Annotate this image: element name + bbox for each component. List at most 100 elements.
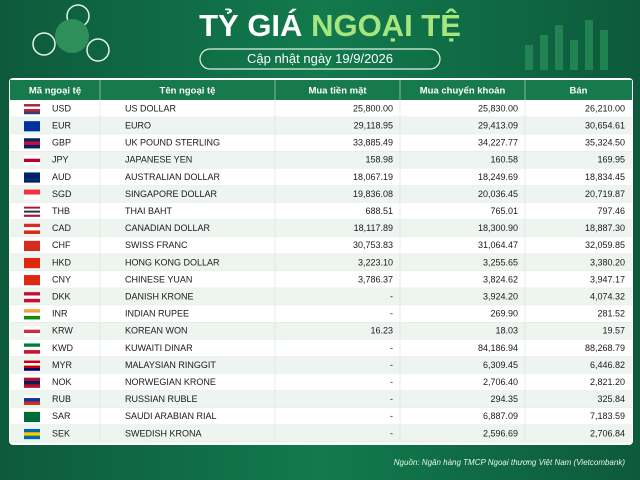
cell-number: - [390, 377, 393, 387]
cell-text: DKK [52, 292, 71, 302]
cell-number: 25,830.00 [478, 103, 518, 113]
flag [24, 208, 40, 211]
cell-text: AUSTRALIAN DOLLAR [125, 172, 221, 182]
flag [24, 212, 40, 215]
cell-number: 6,309.45 [483, 360, 518, 370]
flag [24, 227, 40, 231]
cell-number: 3,255.65 [483, 257, 518, 267]
cell-text: KUWAITI DINAR [125, 343, 193, 353]
cell-number: 294.35 [490, 394, 518, 404]
cell-number: 158.98 [365, 155, 393, 165]
flag [24, 111, 40, 115]
flag [24, 350, 40, 354]
flag [24, 428, 40, 433]
cell-text: CNY [52, 274, 71, 284]
cell-text: US DOLLAR [125, 103, 177, 113]
cell-number: 34,227.77 [478, 138, 518, 148]
cell-number: 169.95 [597, 155, 625, 165]
flag [24, 292, 40, 296]
cell-number: - [390, 394, 393, 404]
cell-number: 88,268.79 [585, 343, 625, 353]
cell-number: 6,887.09 [483, 411, 518, 421]
flag [24, 138, 40, 142]
title: TỶ GIÁ NGOẠI TỆ [199, 7, 461, 43]
row-bg [10, 373, 632, 391]
cell-text: THAI BAHT [125, 206, 173, 216]
cell-number: 688.51 [365, 206, 393, 216]
flag [24, 326, 40, 330]
flag [24, 245, 40, 252]
cell-number: 18,300.90 [478, 223, 518, 233]
cell-text: CHF [52, 240, 71, 250]
cell-number: 19.57 [602, 326, 625, 336]
cell-number: 18,834.45 [585, 172, 625, 182]
cell-number: 3,223.10 [358, 257, 393, 267]
row-bg [10, 236, 632, 254]
cell-text: THB [52, 206, 70, 216]
flag [24, 106, 40, 110]
flag [24, 210, 40, 213]
flag [24, 230, 40, 234]
flag [24, 172, 40, 176]
flag [24, 365, 40, 369]
flag [24, 435, 40, 440]
flag [24, 121, 40, 125]
flag [24, 155, 40, 159]
cell-text: CHINESE YUAN [125, 274, 192, 284]
cell-text: INR [52, 309, 68, 319]
row-bg [10, 271, 632, 289]
cell-number: 35,324.50 [585, 138, 625, 148]
row-bg [10, 202, 632, 220]
cell-number: 269.90 [490, 309, 518, 319]
cell-number: 18,249.69 [478, 172, 518, 182]
row-bg [10, 390, 632, 408]
flag [24, 333, 40, 337]
flag [24, 401, 40, 405]
cell-text: SGD [52, 189, 72, 199]
cell-number: 3,924.20 [483, 292, 518, 302]
cell-text: CANADIAN DOLLAR [125, 223, 211, 233]
flag [24, 127, 40, 132]
cell-text: HONG KONG DOLLAR [125, 257, 220, 267]
cell-text: UK POUND STERLING [125, 138, 220, 148]
cell-number: 3,380.20 [590, 257, 625, 267]
column-header: Mua tiền mặt [308, 86, 367, 97]
cell-number: - [390, 292, 393, 302]
flag [24, 141, 40, 146]
cell-number: 7,183.59 [590, 411, 625, 421]
row-bg [10, 305, 632, 323]
flag [24, 363, 40, 366]
flag [24, 206, 40, 209]
flag [24, 189, 40, 195]
cell-text: SINGAPORE DOLLAR [125, 189, 218, 199]
flag [24, 398, 40, 402]
flag [24, 329, 40, 334]
cell-number: 31,064.47 [478, 240, 518, 250]
cell-number: - [390, 343, 393, 353]
cell-text: NORWEGIAN KRONE [125, 377, 216, 387]
cell-text: SAR [52, 411, 71, 421]
cell-number: 281.52 [597, 309, 625, 319]
cell-number: 84,186.94 [478, 343, 518, 353]
flag [24, 109, 40, 112]
cell-text: JPY [52, 155, 69, 165]
cell-text: KOREAN WON [125, 326, 188, 336]
cell-number: 4,074.32 [590, 292, 625, 302]
cell-text: CAD [52, 223, 72, 233]
row-bg [10, 185, 632, 203]
cell-number: 797.46 [597, 206, 625, 216]
flag [24, 275, 40, 281]
cell-text: KRW [52, 326, 73, 336]
date-label: Cập nhật ngày 19/9/2026 [247, 51, 393, 66]
row-bg [10, 168, 632, 186]
flag [24, 240, 40, 247]
flag [24, 124, 40, 129]
cell-text: SAUDI ARABIAN RIAL [125, 411, 217, 421]
cell-number: 30,753.83 [353, 240, 393, 250]
flag [24, 394, 40, 399]
cell-text: MYR [52, 360, 73, 370]
cell-text: NOK [52, 377, 72, 387]
cell-number: 3,824.62 [483, 274, 518, 284]
row-bg [10, 253, 632, 271]
